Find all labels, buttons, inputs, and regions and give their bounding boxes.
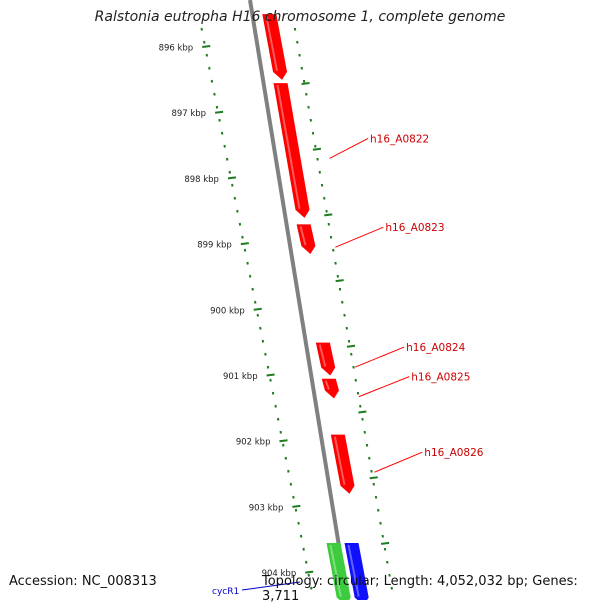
gene-arrow	[297, 224, 316, 254]
kbp-tick-label: 902 kbp	[236, 438, 271, 448]
major-tick-left	[215, 112, 223, 113]
gene-leader-line	[335, 227, 383, 247]
kbp-tick-label: 903 kbp	[249, 503, 284, 513]
gene-leader-line	[374, 452, 422, 472]
kbp-tick-label: 898 kbp	[184, 175, 219, 185]
major-tick-left	[228, 177, 236, 178]
kbp-tick-label: 900 kbp	[210, 306, 245, 316]
major-tick-left	[241, 243, 249, 244]
gene-label: h16_A0825	[411, 372, 470, 384]
gene-arrow	[316, 343, 335, 376]
major-tick-left	[202, 46, 210, 47]
gene-label: h16_A0826	[424, 447, 483, 459]
major-tick-right	[313, 149, 321, 150]
kbp-tick-label: 901 kbp	[223, 372, 258, 382]
gene-leader-line	[355, 347, 404, 367]
kbp-ticks: 896 kbp 897 kbp 898 kbp 899 kbp 900 kbp 901 k…	[159, 44, 401, 601]
gene-arrow	[274, 83, 310, 218]
major-tick-right	[381, 543, 389, 544]
ruler-dotted-right	[295, 28, 392, 590]
gene-label: h16_A0822	[370, 133, 429, 145]
major-tick-left	[305, 572, 313, 573]
kbp-tick-label: 899 kbp	[197, 241, 232, 251]
major-tick-right	[370, 477, 378, 478]
gene-label: h16_A0823	[385, 222, 444, 234]
major-tick-right	[347, 346, 355, 347]
major-tick-left	[267, 375, 275, 376]
major-tick-right	[302, 83, 310, 84]
gene-label: h16_A0824	[406, 342, 465, 354]
gene-arrow	[322, 379, 339, 399]
gene-arrow	[331, 435, 355, 494]
accession-text: Accession: NC_008313	[9, 574, 157, 589]
major-tick-right	[358, 412, 366, 413]
gene-labels: h16_A0822 h16_A0823 h16_A0824 h16_A0825 h16_…	[212, 133, 484, 597]
kbp-tick-label: 896 kbp	[159, 44, 194, 54]
major-tick-left	[292, 506, 300, 507]
gene-label: cycR1	[212, 587, 239, 597]
kbp-tick-label: 897 kbp	[171, 109, 206, 119]
major-tick-right	[336, 280, 344, 281]
major-tick-left	[279, 440, 287, 441]
map-title: Ralstonia eutropha H16 chromosome 1, com…	[0, 9, 600, 25]
gene-leader-line	[359, 377, 409, 397]
gene-leader-line	[330, 138, 369, 158]
major-tick-right	[324, 214, 332, 215]
major-tick-left	[254, 309, 262, 310]
